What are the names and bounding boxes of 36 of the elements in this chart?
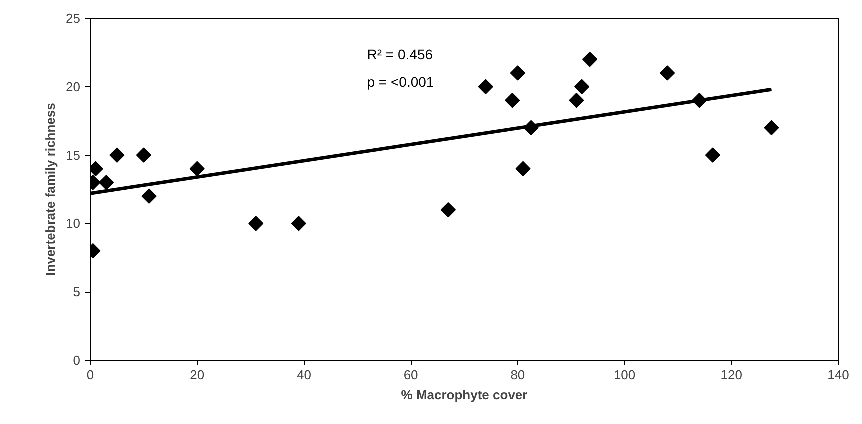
point <box>110 148 125 163</box>
x-tick-label: 140 <box>828 368 850 382</box>
point <box>478 79 494 94</box>
annotation: p = <0.001 <box>367 74 434 90</box>
y-tick-label: 25 <box>66 11 81 26</box>
point <box>582 52 598 68</box>
x-tick-label: 40 <box>296 368 312 382</box>
x-tick-label: 60 <box>404 368 418 382</box>
annotation: R² = 0.456 <box>367 46 434 62</box>
point <box>98 175 114 190</box>
y-tick-label: 5 <box>73 284 81 300</box>
x-tick-label: 80 <box>510 368 526 382</box>
x-axis-title: % Macrophyte cover <box>401 388 528 402</box>
y-tick-label: 0 <box>73 353 81 368</box>
point <box>248 216 264 232</box>
point <box>705 148 721 163</box>
x-tick-label: 120 <box>720 368 742 382</box>
x-tick-label: 100 <box>614 368 636 382</box>
point <box>510 66 526 81</box>
point <box>764 120 780 136</box>
point <box>516 161 531 177</box>
point <box>660 66 676 81</box>
y-axis-title: Invertebrate family richness <box>43 103 58 276</box>
point <box>136 148 152 163</box>
point <box>440 202 456 218</box>
point <box>142 188 157 204</box>
x-tick-label: 20 <box>190 368 205 382</box>
point <box>505 93 520 108</box>
y-tick-label: 10 <box>66 216 81 232</box>
point <box>291 216 306 232</box>
point <box>569 93 584 108</box>
y-tick-label: 15 <box>66 148 81 163</box>
x-tick-label: 0 <box>86 368 94 382</box>
point <box>574 79 590 94</box>
y-tick-label: 20 <box>66 79 81 94</box>
point <box>190 161 205 177</box>
